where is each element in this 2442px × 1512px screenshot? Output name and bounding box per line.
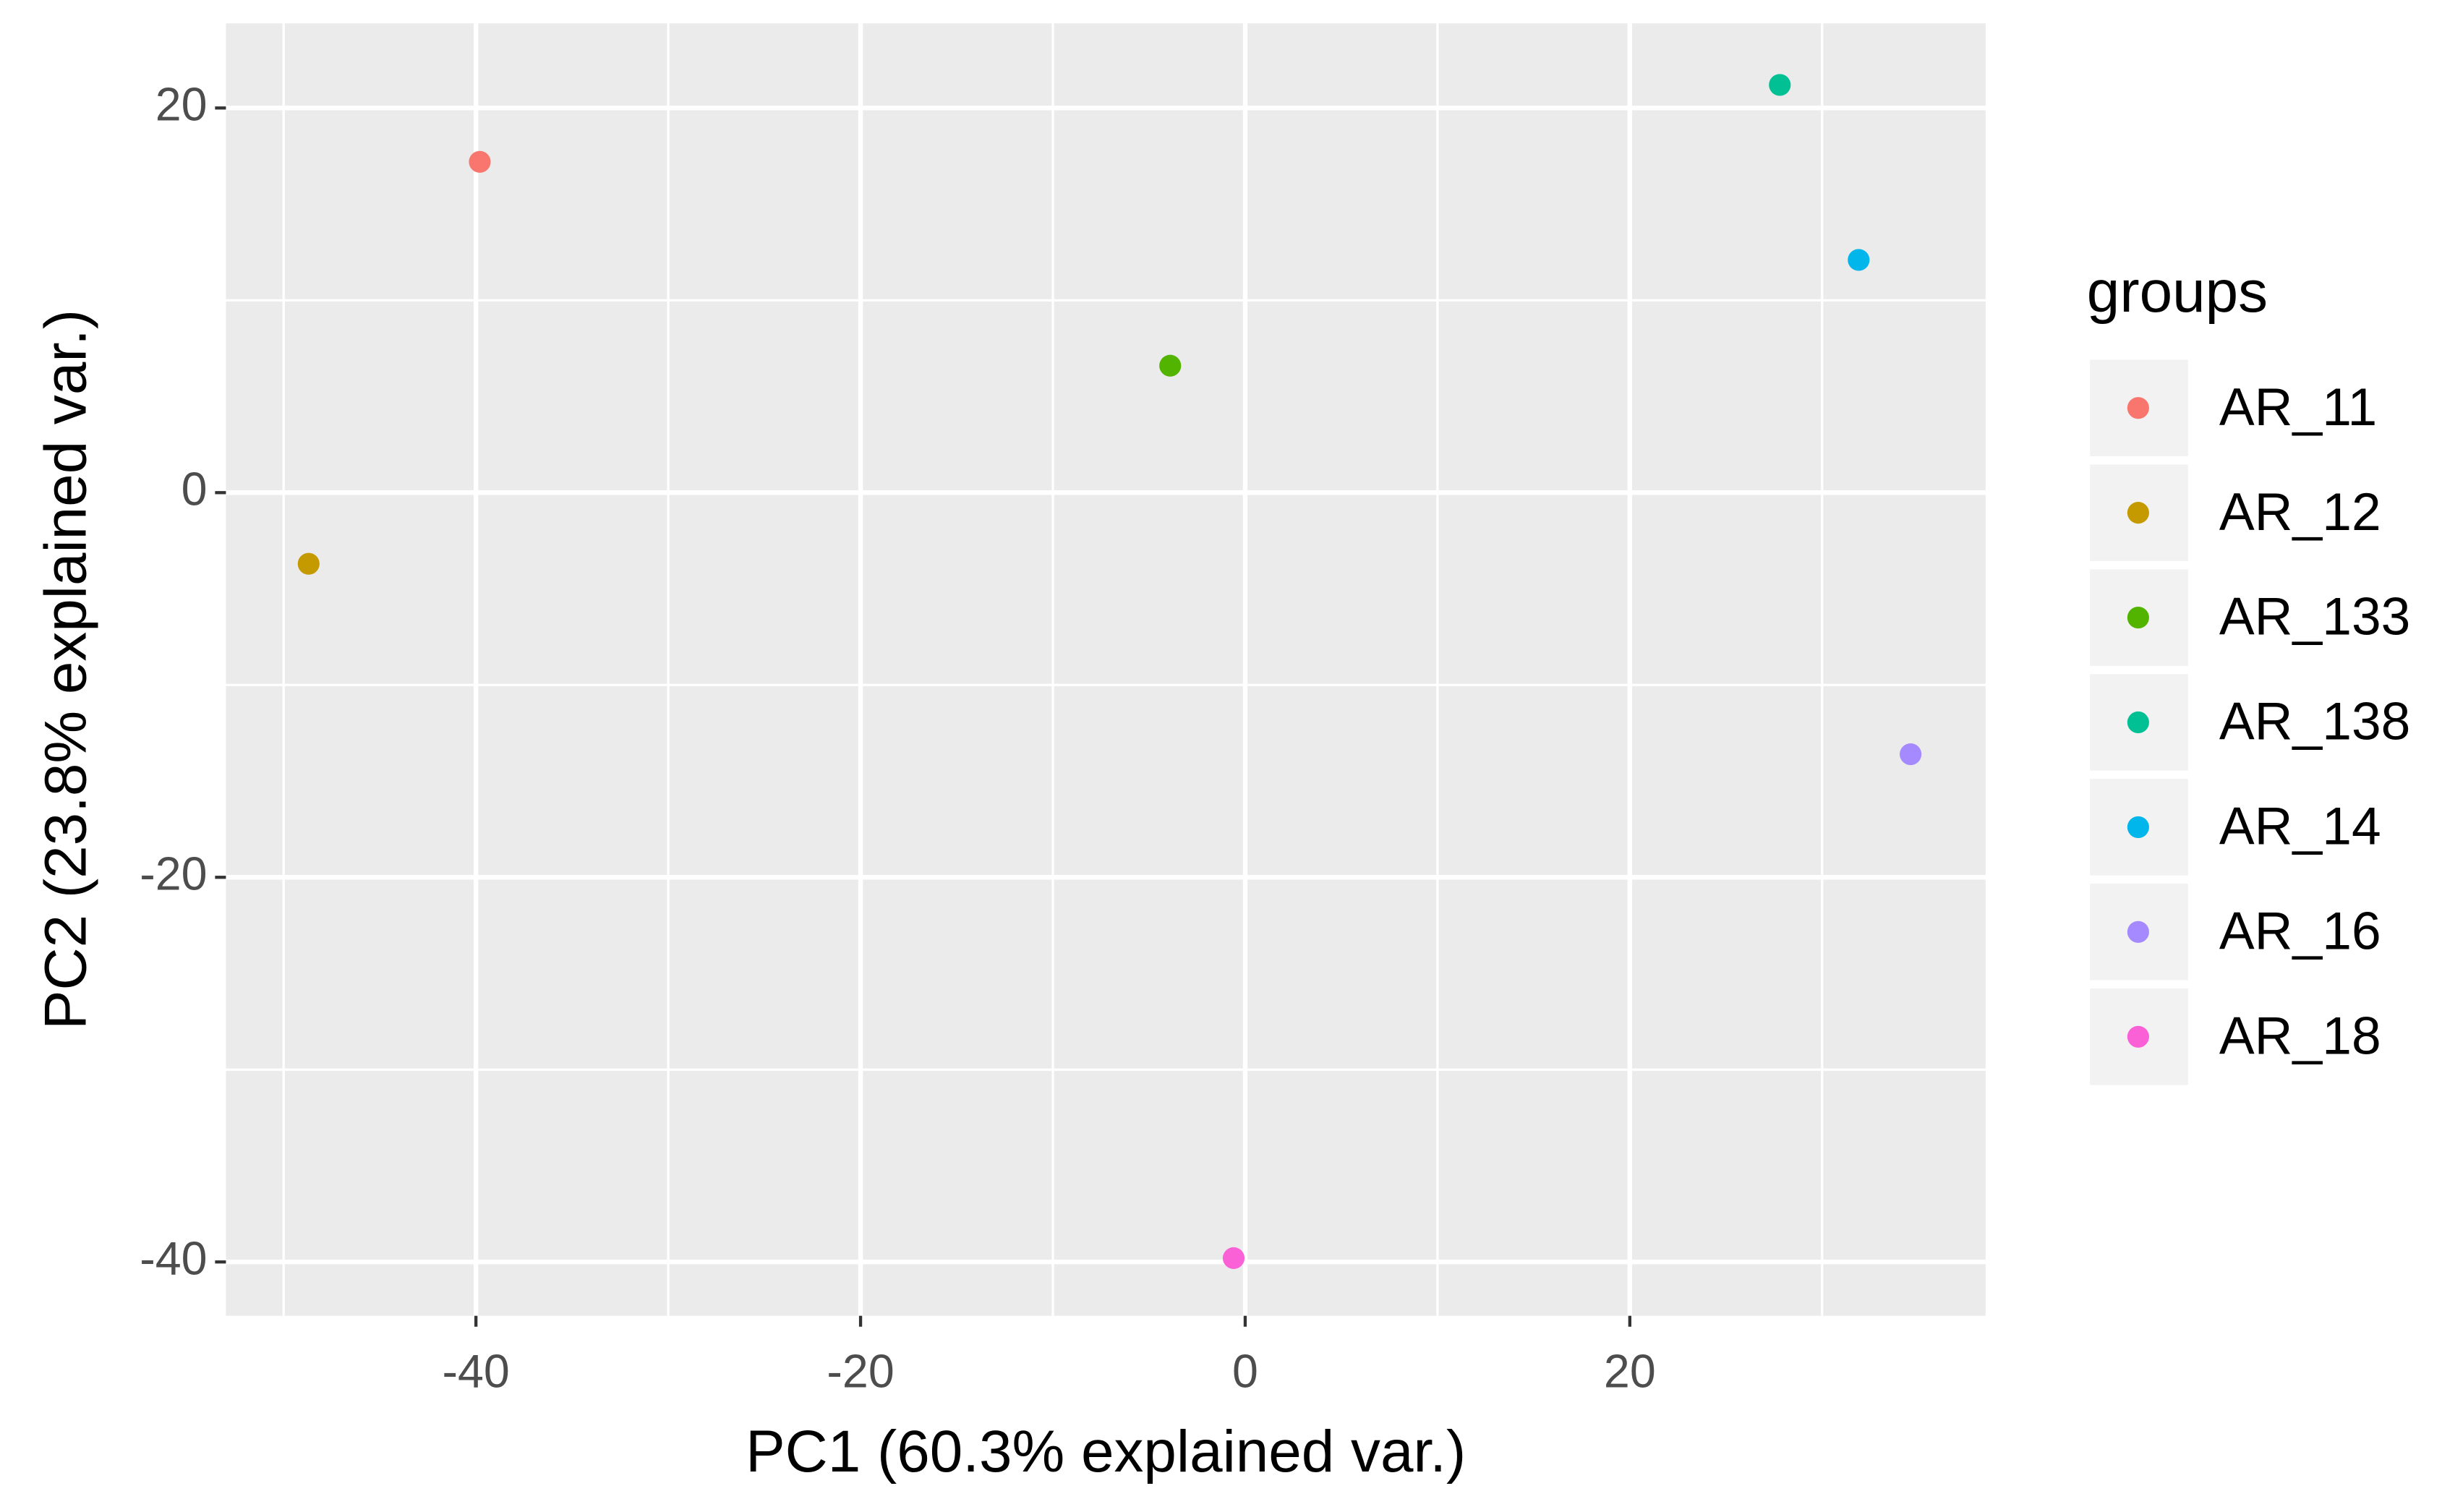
x-tick-label: 0 bbox=[1232, 1346, 1258, 1398]
y-tick-label: -20 bbox=[140, 847, 207, 900]
point bbox=[469, 150, 491, 173]
legend-label: AR_18 bbox=[2219, 1006, 2381, 1065]
legend-label: AR_12 bbox=[2219, 482, 2381, 542]
legend-label: AR_138 bbox=[2219, 692, 2411, 751]
y-tick-label: 20 bbox=[155, 78, 208, 130]
y-tick-label: -40 bbox=[140, 1232, 207, 1284]
y-axis-title: PC2 (23.8% explained var.) bbox=[33, 309, 99, 1030]
legend-marker bbox=[2127, 921, 2149, 943]
legend-label: AR_11 bbox=[2219, 377, 2377, 437]
x-axis-title: PC1 (60.3% explained var.) bbox=[746, 1419, 1466, 1485]
legend-marker bbox=[2127, 606, 2149, 629]
point bbox=[1222, 1247, 1245, 1269]
point bbox=[1900, 743, 1922, 766]
x-tick-label: 20 bbox=[1604, 1346, 1656, 1398]
x-tick-label: -40 bbox=[442, 1346, 509, 1398]
point bbox=[297, 552, 320, 575]
legend-marker bbox=[2127, 502, 2149, 524]
legend-marker bbox=[2127, 816, 2149, 838]
point bbox=[1848, 249, 1870, 271]
x-tick-label: -20 bbox=[827, 1346, 894, 1398]
point bbox=[1159, 354, 1182, 377]
legend-label: AR_14 bbox=[2219, 797, 2381, 856]
legend-label: AR_133 bbox=[2219, 587, 2411, 646]
legend-marker bbox=[2127, 1025, 2149, 1048]
legend-label: AR_16 bbox=[2219, 901, 2381, 960]
legend-marker bbox=[2127, 397, 2149, 419]
legend-marker bbox=[2127, 711, 2149, 734]
legend-title: groups bbox=[2087, 259, 2268, 325]
point bbox=[1769, 74, 1791, 96]
plot-panel bbox=[226, 23, 1986, 1316]
y-tick-label: 0 bbox=[182, 463, 208, 515]
